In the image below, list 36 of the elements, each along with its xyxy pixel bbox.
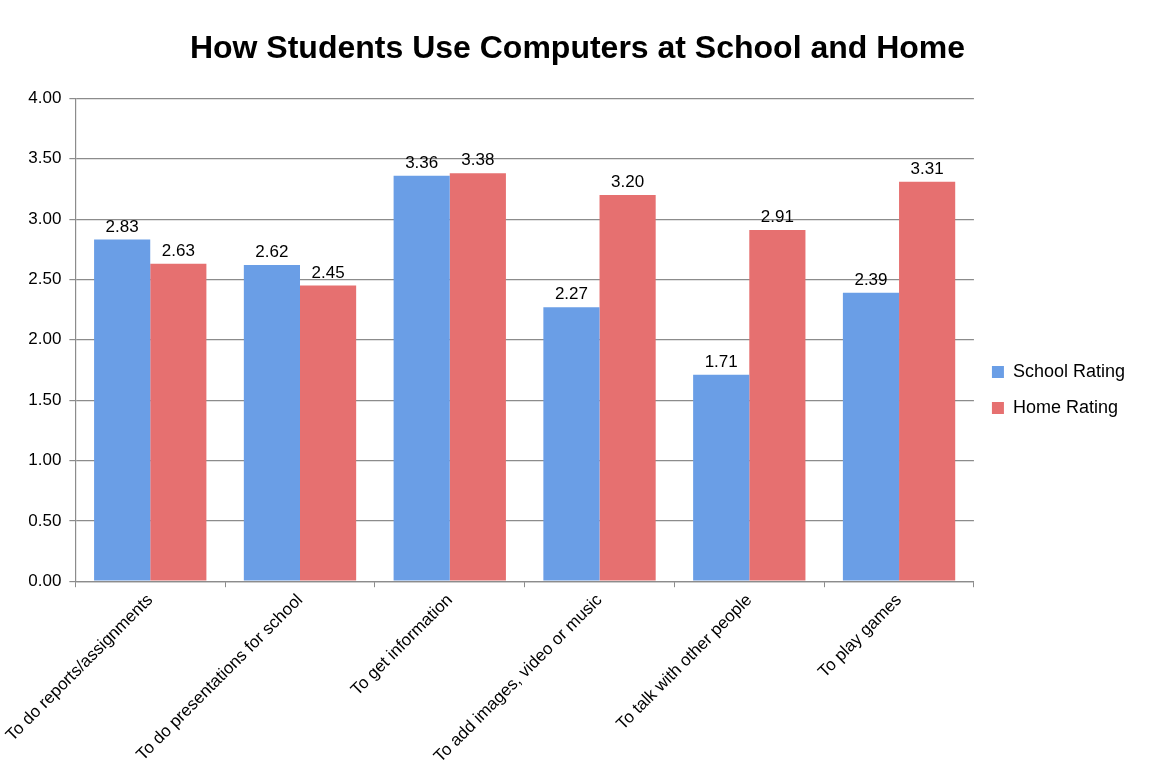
data-label: 2.91 <box>760 207 794 227</box>
y-tick-label: 4.00 <box>28 88 62 108</box>
legend-label: School Rating <box>1012 360 1126 381</box>
bar <box>393 175 450 581</box>
bar <box>899 181 956 581</box>
data-label: 3.36 <box>405 152 439 172</box>
bar <box>150 263 207 581</box>
bar <box>693 374 750 581</box>
data-label: 3.31 <box>910 158 944 178</box>
data-label: 3.20 <box>611 172 645 192</box>
bar <box>842 292 900 581</box>
y-tick-label: 2.00 <box>28 329 62 349</box>
chart-title: How Students Use Computers at School and Home <box>189 29 966 66</box>
y-tick-label: 2.50 <box>28 269 62 289</box>
data-label: 1.71 <box>704 352 738 371</box>
data-label: 2.83 <box>105 216 139 236</box>
data-label: 2.27 <box>554 284 588 304</box>
bar <box>300 285 357 581</box>
y-tick-label: 1.50 <box>28 389 62 409</box>
y-tick-label: 0.00 <box>28 570 62 590</box>
y-tick-label: 0.50 <box>28 510 62 530</box>
bar <box>599 194 656 581</box>
data-label: 2.39 <box>854 269 888 289</box>
bar <box>94 239 151 581</box>
data-label: 3.38 <box>461 150 495 170</box>
bar <box>449 173 506 581</box>
data-label: 2.45 <box>311 262 345 282</box>
data-label: 2.63 <box>161 240 195 260</box>
y-tick-label: 3.00 <box>28 208 62 228</box>
data-label: 2.62 <box>255 242 289 262</box>
bar <box>543 307 600 581</box>
bar <box>243 264 300 581</box>
bar <box>749 229 806 581</box>
y-tick-label: 1.00 <box>28 450 62 470</box>
y-tick-label: 3.50 <box>28 148 62 168</box>
legend-label: Home Rating <box>1012 396 1118 417</box>
